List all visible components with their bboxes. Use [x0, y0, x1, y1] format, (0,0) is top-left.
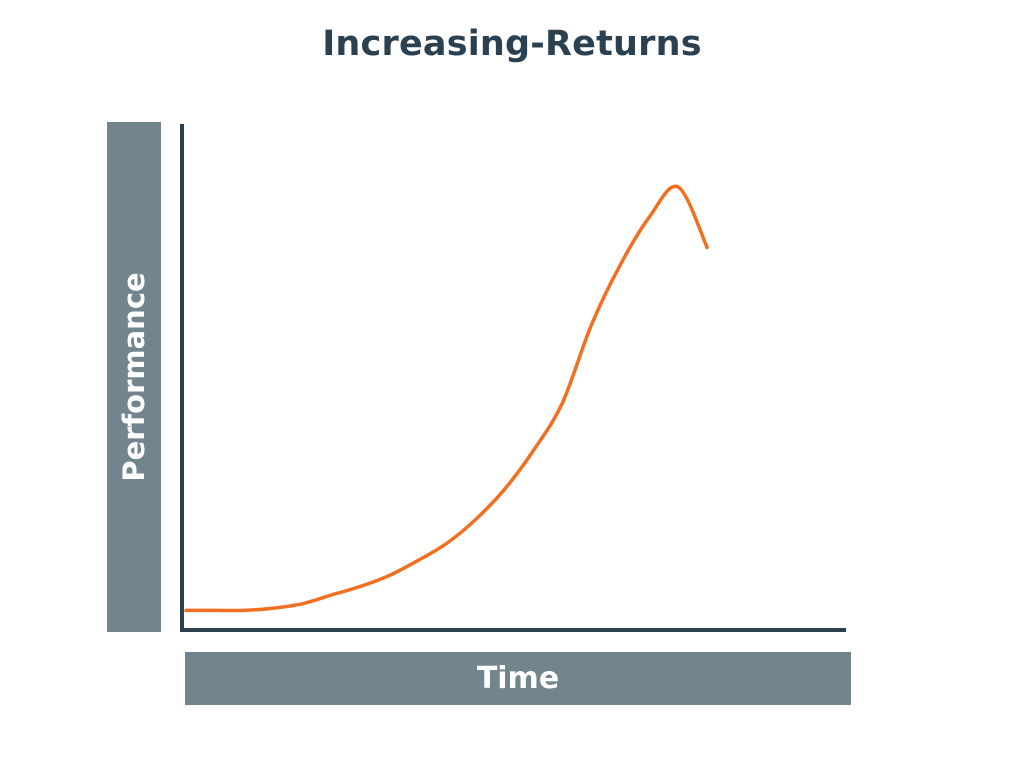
x-axis-label-box: Time	[185, 652, 851, 705]
series-line	[184, 184, 709, 613]
chart-title: Increasing-Returns	[322, 24, 702, 64]
x-axis-label: Time	[476, 661, 560, 696]
y-axis-label-box: Performance	[107, 122, 161, 632]
